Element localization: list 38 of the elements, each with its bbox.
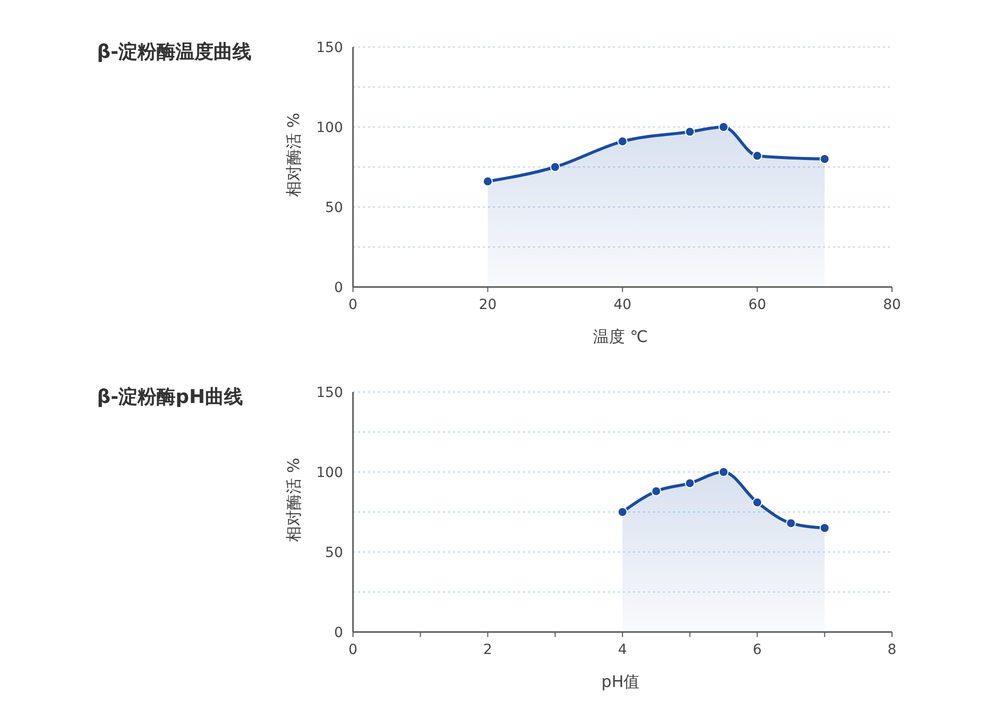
text: β-淀粉酶pH曲线 bbox=[97, 386, 243, 408]
y-tick-label: 50 bbox=[325, 200, 343, 216]
point bbox=[684, 126, 695, 137]
point bbox=[618, 507, 628, 517]
point bbox=[618, 136, 628, 146]
x-axis-title: 温度 ℃ bbox=[592, 327, 648, 346]
x-tick-label: 60 bbox=[748, 297, 766, 313]
point bbox=[752, 150, 762, 161]
y-tick-label: 0 bbox=[334, 625, 343, 641]
y-tick-label: 100 bbox=[316, 465, 343, 481]
point bbox=[651, 486, 662, 496]
y-tick-label: 0 bbox=[334, 280, 343, 296]
point bbox=[718, 467, 729, 477]
x-tick-label: 80 bbox=[883, 297, 901, 313]
x-tick-label: 8 bbox=[888, 642, 896, 658]
x-tick-label: 0 bbox=[348, 642, 358, 658]
point bbox=[820, 523, 830, 533]
y-axis-title: 相对酶活 % bbox=[284, 112, 303, 198]
x-tick-label: 0 bbox=[348, 297, 358, 313]
point bbox=[752, 497, 762, 508]
point bbox=[786, 518, 796, 528]
x-tick-label: 40 bbox=[614, 297, 632, 313]
y-tick-label: 150 bbox=[316, 385, 343, 401]
point bbox=[482, 176, 493, 186]
y-axis-title: 相对酶活 % bbox=[284, 458, 303, 542]
x-tick-label: 20 bbox=[478, 297, 497, 313]
y-tick-label: 100 bbox=[316, 120, 343, 136]
point bbox=[684, 478, 695, 488]
y-tick-label: 50 bbox=[325, 545, 343, 561]
x-tick-label: 2 bbox=[483, 642, 492, 658]
text: β-淀粉酶温度曲线 bbox=[97, 41, 252, 63]
x-tick-label: 4 bbox=[618, 642, 628, 658]
point bbox=[718, 122, 729, 132]
x-tick-label: 6 bbox=[752, 642, 762, 658]
point bbox=[820, 154, 830, 164]
point bbox=[550, 162, 560, 172]
x-axis-title: pH值 bbox=[601, 672, 640, 691]
y-tick-label: 150 bbox=[316, 40, 343, 56]
